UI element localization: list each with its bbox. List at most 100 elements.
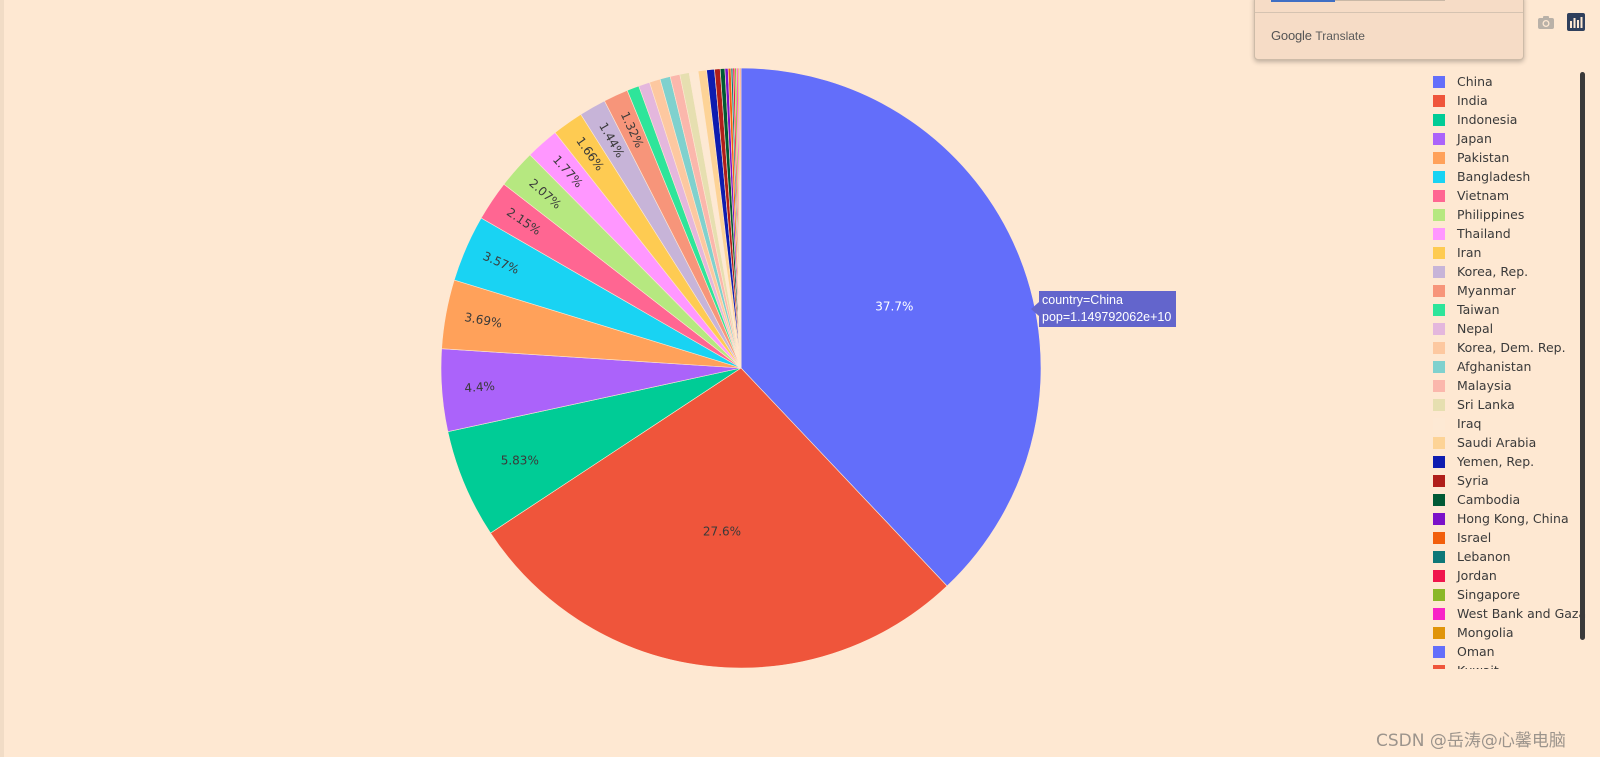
legend-item-malaysia[interactable]: Malaysia xyxy=(1426,376,1588,395)
legend-item-iraq[interactable]: Iraq xyxy=(1426,414,1588,433)
legend-swatch xyxy=(1433,208,1445,221)
legend-swatch xyxy=(1433,284,1445,297)
legend-item-saudi-arabia[interactable]: Saudi Arabia xyxy=(1426,433,1588,452)
legend-swatch xyxy=(1433,322,1445,335)
legend-label: Philippines xyxy=(1457,207,1525,222)
legend-label: Sri Lanka xyxy=(1457,397,1515,412)
legend-label: Vietnam xyxy=(1457,188,1510,203)
legend-label: Mongolia xyxy=(1457,625,1514,640)
legend-label: Oman xyxy=(1457,644,1495,659)
legend-item-indonesia[interactable]: Indonesia xyxy=(1426,110,1588,129)
pie-slice-india[interactable] xyxy=(490,367,948,669)
translate-divider xyxy=(1255,12,1523,13)
legend-swatch xyxy=(1433,246,1445,259)
legend-label: Pakistan xyxy=(1457,150,1510,165)
legend-swatch xyxy=(1433,626,1445,639)
legend-item-taiwan[interactable]: Taiwan xyxy=(1426,300,1588,319)
legend-item-yemen-rep[interactable]: Yemen, Rep. xyxy=(1426,452,1588,471)
legend-item-afghanistan[interactable]: Afghanistan xyxy=(1426,357,1588,376)
legend-item-philippines[interactable]: Philippines xyxy=(1426,205,1588,224)
legend-label: Myanmar xyxy=(1457,283,1516,298)
legend-item-thailand[interactable]: Thailand xyxy=(1426,224,1588,243)
legend-swatch xyxy=(1433,379,1445,392)
tooltip-arrow xyxy=(1031,302,1039,316)
legend-item-cambodia[interactable]: Cambodia xyxy=(1426,490,1588,509)
tooltip-country: country=China xyxy=(1042,293,1123,307)
translate-tab-track xyxy=(1335,0,1445,1)
pie-slice-kuwait[interactable] xyxy=(739,67,742,369)
legend-item-china[interactable]: China xyxy=(1426,72,1588,91)
legend-label: Nepal xyxy=(1457,321,1494,336)
google-translate-popup[interactable]: Google Translate xyxy=(1254,0,1524,60)
legend-swatch xyxy=(1433,151,1445,164)
legend-label: India xyxy=(1457,93,1488,108)
legend-scrollbar[interactable] xyxy=(1580,72,1585,640)
legend-item-vietnam[interactable]: Vietnam xyxy=(1426,186,1588,205)
legend-swatch xyxy=(1433,360,1445,373)
brand-translate: Translate xyxy=(1315,29,1365,43)
legend-item-kuwait[interactable]: Kuwait xyxy=(1426,661,1588,669)
legend-swatch xyxy=(1433,474,1445,487)
legend-swatch xyxy=(1433,303,1445,316)
legend-item-bangladesh[interactable]: Bangladesh xyxy=(1426,167,1588,186)
legend-label: Bangladesh xyxy=(1457,169,1531,184)
legend-item-sri-lanka[interactable]: Sri Lanka xyxy=(1426,395,1588,414)
legend-label: Hong Kong, China xyxy=(1457,511,1569,526)
legend-swatch xyxy=(1433,512,1445,525)
plotly-logo-icon[interactable] xyxy=(1566,12,1586,32)
legend-label: Lebanon xyxy=(1457,549,1511,564)
legend-label: Thailand xyxy=(1457,226,1511,241)
legend-swatch xyxy=(1433,132,1445,145)
slice-label-china: 37.7% xyxy=(875,300,913,314)
slice-label-japan: 4.4% xyxy=(464,379,495,395)
legend-label: China xyxy=(1457,74,1493,89)
camera-icon[interactable] xyxy=(1536,12,1556,32)
legend-item-india[interactable]: India xyxy=(1426,91,1588,110)
legend-item-nepal[interactable]: Nepal xyxy=(1426,319,1588,338)
legend-swatch xyxy=(1433,436,1445,449)
legend-label: Jordan xyxy=(1457,568,1497,583)
legend-swatch xyxy=(1433,341,1445,354)
legend[interactable]: China India Indonesia Japan Pakistan Banglade… xyxy=(1426,72,1588,669)
legend-swatch xyxy=(1433,189,1445,202)
legend-item-hong-kong-china[interactable]: Hong Kong, China xyxy=(1426,509,1588,528)
legend-item-japan[interactable]: Japan xyxy=(1426,129,1588,148)
legend-item-mongolia[interactable]: Mongolia xyxy=(1426,623,1588,642)
watermark: CSDN @岳涛@心馨电脑 xyxy=(1376,731,1566,751)
legend-swatch xyxy=(1433,455,1445,468)
legend-label: Yemen, Rep. xyxy=(1457,454,1535,469)
legend-item-lebanon[interactable]: Lebanon xyxy=(1426,547,1588,566)
legend-item-syria[interactable]: Syria xyxy=(1426,471,1588,490)
legend-label: Saudi Arabia xyxy=(1457,435,1537,450)
legend-item-west-bank-and-gaza[interactable]: West Bank and Gaza xyxy=(1426,604,1588,623)
legend-item-korea-rep[interactable]: Korea, Rep. xyxy=(1426,262,1588,281)
legend-label: Indonesia xyxy=(1457,112,1518,127)
legend-swatch xyxy=(1433,417,1445,430)
legend-item-pakistan[interactable]: Pakistan xyxy=(1426,148,1588,167)
legend-swatch xyxy=(1433,569,1445,582)
legend-swatch xyxy=(1433,265,1445,278)
legend-swatch xyxy=(1433,170,1445,183)
legend-item-oman[interactable]: Oman xyxy=(1426,642,1588,661)
legend-swatch xyxy=(1433,94,1445,107)
legend-swatch xyxy=(1433,588,1445,601)
legend-item-iran[interactable]: Iran xyxy=(1426,243,1588,262)
legend-label: Syria xyxy=(1457,473,1489,488)
brand-google: Google xyxy=(1271,28,1312,43)
translate-tab-indicator xyxy=(1271,0,1335,2)
pie-slice-china[interactable] xyxy=(740,67,1042,587)
legend-label: Iraq xyxy=(1457,416,1482,431)
left-edge-strip xyxy=(0,0,4,757)
legend-label: Afghanistan xyxy=(1457,359,1532,374)
legend-item-jordan[interactable]: Jordan xyxy=(1426,566,1588,585)
legend-swatch xyxy=(1433,113,1445,126)
legend-item-myanmar[interactable]: Myanmar xyxy=(1426,281,1588,300)
legend-swatch xyxy=(1433,550,1445,563)
slice-label-india: 27.6% xyxy=(703,524,741,538)
legend-item-singapore[interactable]: Singapore xyxy=(1426,585,1588,604)
legend-swatch xyxy=(1433,645,1445,658)
legend-item-korea-dem-rep[interactable]: Korea, Dem. Rep. xyxy=(1426,338,1588,357)
legend-item-israel[interactable]: Israel xyxy=(1426,528,1588,547)
legend-swatch xyxy=(1433,607,1445,620)
